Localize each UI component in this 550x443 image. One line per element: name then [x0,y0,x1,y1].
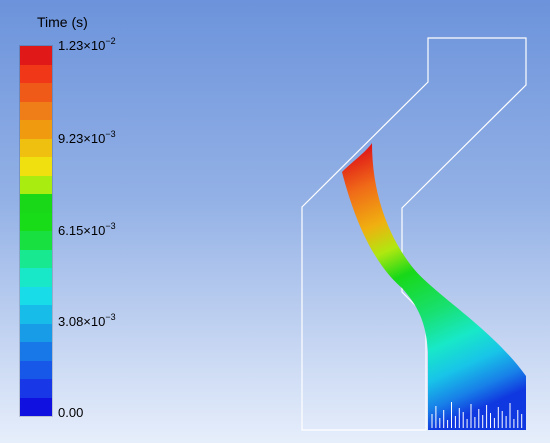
color-band [20,231,52,250]
legend-tick-mid: 6.15×10−3 [58,221,116,238]
tick-exponent: −2 [105,36,116,46]
legend-tick-max: 1.23×10−2 [58,36,116,53]
color-band [20,268,52,287]
color-band [20,64,52,83]
legend-tick-min: 0.00 [58,405,83,420]
color-band [20,342,52,361]
tick-exponent: −3 [105,312,116,322]
color-band [20,323,52,342]
color-band [20,83,52,102]
injection-nozzles [431,402,523,428]
color-band [20,138,52,157]
legend-title: Time (s) [37,14,88,30]
flow-front-region [342,143,526,430]
tick-mantissa: 1.23×10 [58,38,106,53]
color-band [20,249,52,268]
tick-mantissa: 3.08×10 [58,314,106,329]
tick-mantissa: 6.15×10 [58,223,106,238]
tick-mantissa: 0.00 [58,405,84,420]
color-band [20,305,52,324]
legend-tick-high: 9.23×10−3 [58,129,116,146]
tick-exponent: −3 [105,221,116,231]
color-band [20,379,52,398]
tick-mantissa: 9.23×10 [58,131,106,146]
color-band [20,360,52,379]
color-band [20,397,52,416]
color-band [20,175,52,194]
color-band [20,212,52,231]
color-band [20,46,52,65]
color-band [20,120,52,139]
color-legend-bar [19,45,53,417]
color-band [20,157,52,176]
color-band [20,194,52,213]
color-band [20,101,52,120]
color-band [20,286,52,305]
tick-exponent: −3 [105,129,116,139]
legend-tick-low: 3.08×10−3 [58,312,116,329]
